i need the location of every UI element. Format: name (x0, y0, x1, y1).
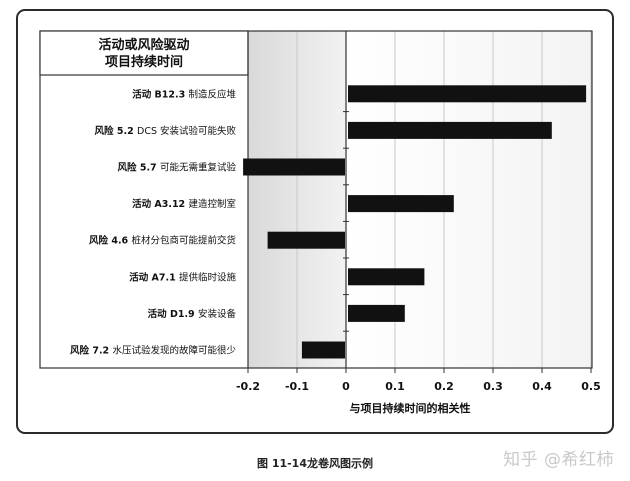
plot-frame (39, 30, 593, 369)
chart-title-line-1: 活动或风险驱动 (98, 37, 189, 53)
category-label: 风险 4.6 桩材分包商可能提前交货 (89, 235, 236, 247)
bars (243, 85, 587, 359)
x-tick-label: 0.5 (581, 380, 601, 393)
x-ticks: -0.2 -0.1 0 0.1 0.2 0.3 0.4 0.5 (236, 368, 601, 393)
bar (301, 341, 345, 359)
bar (348, 304, 405, 322)
x-tick-label: 0.3 (483, 380, 503, 393)
figure-caption: 图 11-14龙卷风图示例 (256, 457, 373, 470)
category-label: 活动 A3.12 建造控制室 (132, 198, 236, 210)
bar (267, 231, 345, 249)
x-tick-label: 0.4 (532, 380, 552, 393)
bar (348, 85, 587, 103)
category-label: 风险 5.7 可能无需重复试验 (118, 162, 237, 174)
category-label: 风险 7.2 水压试验发现的故障可能很少 (70, 345, 236, 357)
chart-title-line-2: 项目持续时间 (105, 54, 183, 70)
x-tick-label: -0.1 (285, 380, 309, 393)
category-label: 活动 A7.1 提供临时设施 (129, 271, 236, 283)
watermark: 知乎 @希红柿 (503, 450, 614, 470)
bar (348, 121, 552, 139)
bar (348, 268, 425, 286)
category-label: 活动 B12.3 制造反应堆 (132, 88, 236, 100)
bar (243, 158, 345, 176)
category-label: 活动 D1.9 安装设备 (148, 308, 237, 320)
category-label: 风险 5.2 DCS 安装试验可能失败 (95, 125, 237, 137)
zero-axis-ticks (343, 111, 349, 332)
bar (348, 195, 454, 213)
title-box (39, 30, 249, 76)
x-tick-label: 0 (342, 380, 350, 393)
x-tick-label: -0.2 (236, 380, 260, 393)
x-axis-label: 与项目持续时间的相关性 (350, 401, 471, 415)
x-tick-label: 0.1 (385, 380, 405, 393)
x-tick-label: 0.2 (434, 380, 454, 393)
